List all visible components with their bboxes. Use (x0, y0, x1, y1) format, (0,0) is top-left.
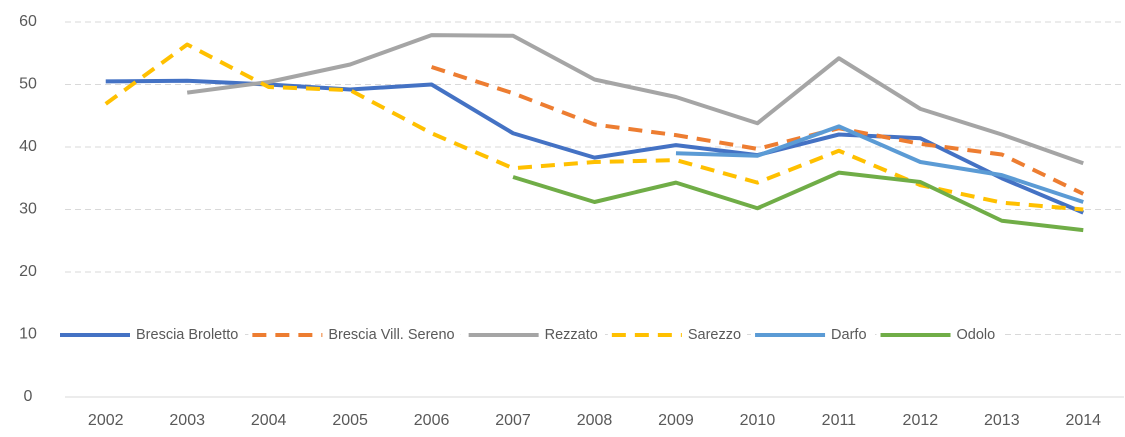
x-tick-label: 2012 (903, 412, 939, 429)
legend-bg (952, 324, 1002, 346)
legend-bg (540, 324, 604, 346)
y-tick-label: 30 (19, 201, 37, 218)
x-tick-label: 2006 (414, 412, 450, 429)
x-tick-label: 2005 (332, 412, 368, 429)
x-tick-label: 2003 (169, 412, 205, 429)
series-line (512, 170, 1084, 233)
series-line (186, 33, 1084, 166)
x-tick-label: 2002 (88, 412, 124, 429)
y-tick-label: 0 (24, 388, 33, 405)
legend-label: Sarezzo (688, 327, 741, 343)
legend-bg (324, 324, 461, 346)
x-tick-label: 2004 (251, 412, 287, 429)
y-tick-label: 50 (19, 76, 37, 93)
y-tick-label: 20 (19, 263, 37, 280)
legend-label: Brescia Broletto (136, 327, 238, 343)
legend-bg (132, 324, 245, 346)
series-line (104, 42, 1084, 212)
y-tick-label: 40 (19, 138, 37, 155)
x-tick-label: 2011 (822, 412, 857, 429)
x-tick-label: 2010 (740, 412, 776, 429)
legend-label: Odolo (957, 327, 996, 343)
series-line (430, 65, 1085, 196)
y-tick-label: 10 (19, 326, 37, 343)
x-tick-label: 2014 (1065, 412, 1101, 429)
series-line (675, 124, 1084, 204)
legend-bg (683, 324, 748, 346)
y-tick-label: 60 (19, 13, 37, 30)
legend-label: Rezzato (545, 327, 598, 343)
legend-label: Brescia Vill. Sereno (328, 327, 454, 343)
x-tick-label: 2009 (658, 412, 694, 429)
legend-bg (827, 324, 873, 346)
x-tick-label: 2007 (495, 412, 531, 429)
x-tick-label: 2013 (984, 412, 1020, 429)
x-tick-label: 2008 (577, 412, 613, 429)
legend-label: Darfo (831, 327, 866, 343)
series-line (105, 78, 1085, 215)
